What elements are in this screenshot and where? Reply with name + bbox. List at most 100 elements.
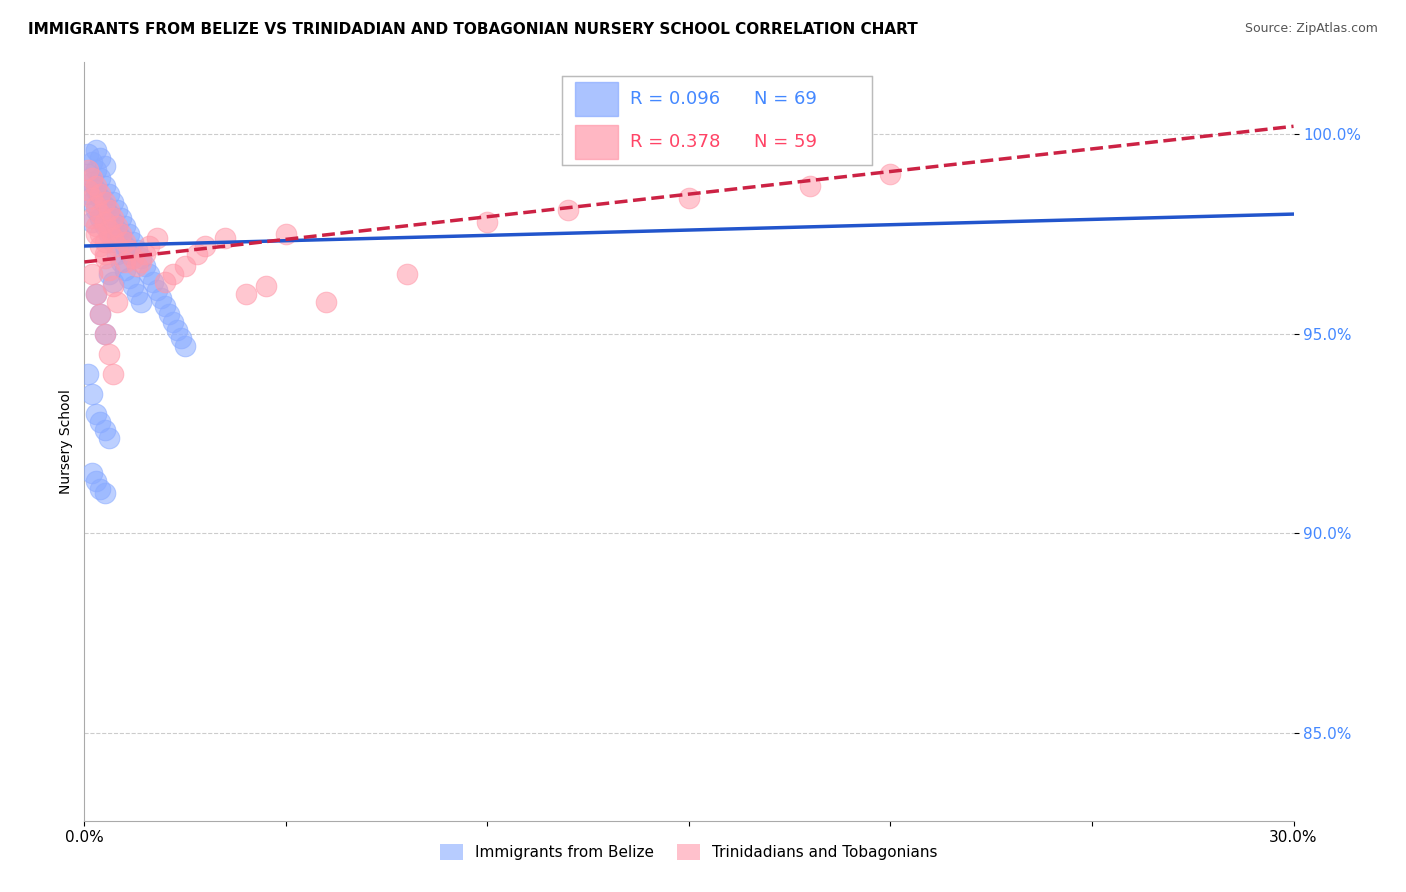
Point xyxy=(97,223,120,237)
Y-axis label: Nursery School: Nursery School xyxy=(59,389,73,494)
Point xyxy=(97,431,120,445)
Point xyxy=(93,423,115,437)
Point xyxy=(395,267,418,281)
Point xyxy=(101,231,124,245)
Point xyxy=(89,171,111,186)
Point xyxy=(82,195,104,210)
Point xyxy=(86,227,108,241)
Text: R = 0.096: R = 0.096 xyxy=(630,90,721,108)
Point xyxy=(93,219,115,233)
Point xyxy=(166,323,188,337)
Point xyxy=(170,331,193,345)
Point xyxy=(77,187,100,202)
Point xyxy=(254,279,277,293)
Text: IMMIGRANTS FROM BELIZE VS TRINIDADIAN AND TOBAGONIAN NURSERY SCHOOL CORRELATION : IMMIGRANTS FROM BELIZE VS TRINIDADIAN AN… xyxy=(28,22,918,37)
Point xyxy=(105,219,128,233)
Point xyxy=(174,339,197,353)
Point xyxy=(125,259,148,273)
Bar xyxy=(575,82,619,116)
Point xyxy=(82,467,104,481)
Point xyxy=(134,259,156,273)
Point xyxy=(82,175,104,189)
Point xyxy=(142,275,165,289)
Point xyxy=(97,263,120,277)
Point xyxy=(93,179,115,194)
Point xyxy=(86,203,108,218)
Point xyxy=(879,167,901,181)
Text: N = 59: N = 59 xyxy=(754,133,817,151)
Point xyxy=(162,267,184,281)
Point xyxy=(93,486,115,500)
Point xyxy=(101,235,124,249)
Point xyxy=(82,155,104,169)
Point xyxy=(93,326,115,341)
Point xyxy=(110,255,132,269)
Point xyxy=(114,219,136,233)
Point xyxy=(138,239,160,253)
Point xyxy=(86,407,108,421)
Point xyxy=(97,347,120,361)
Point xyxy=(86,199,108,213)
Point xyxy=(86,475,108,489)
Point xyxy=(86,179,108,194)
Text: R = 0.378: R = 0.378 xyxy=(630,133,721,151)
Point xyxy=(101,215,124,229)
Point xyxy=(89,239,111,253)
Point xyxy=(77,163,100,178)
Point xyxy=(134,247,156,261)
Legend: Immigrants from Belize, Trinidadians and Tobagonians: Immigrants from Belize, Trinidadians and… xyxy=(434,838,943,866)
Point xyxy=(82,191,104,205)
Point xyxy=(101,211,124,225)
Point xyxy=(146,283,169,297)
Point xyxy=(121,279,143,293)
Point xyxy=(110,227,132,241)
Point xyxy=(101,279,124,293)
Point xyxy=(118,271,141,285)
Point xyxy=(97,187,120,202)
Point xyxy=(86,219,108,233)
Point xyxy=(214,231,236,245)
Point xyxy=(97,227,120,241)
Point xyxy=(274,227,297,241)
Point xyxy=(105,223,128,237)
Point xyxy=(82,211,104,225)
Point xyxy=(89,151,111,165)
Point xyxy=(89,227,111,241)
Point xyxy=(114,239,136,253)
Point xyxy=(118,247,141,261)
Point xyxy=(97,203,120,218)
Point xyxy=(82,267,104,281)
Bar xyxy=(575,125,619,159)
Point xyxy=(77,147,100,161)
Point xyxy=(477,215,499,229)
Point xyxy=(82,171,104,186)
Point xyxy=(89,191,111,205)
Point xyxy=(86,163,108,178)
Point xyxy=(186,247,208,261)
Point xyxy=(118,243,141,257)
Point xyxy=(89,307,111,321)
Point xyxy=(105,247,128,261)
Point xyxy=(93,215,115,229)
Point xyxy=(129,255,152,269)
Point xyxy=(77,167,100,181)
Point xyxy=(97,267,120,281)
Point xyxy=(89,307,111,321)
Point xyxy=(129,251,152,265)
Text: Source: ZipAtlas.com: Source: ZipAtlas.com xyxy=(1244,22,1378,36)
Point xyxy=(86,183,108,197)
Point xyxy=(125,286,148,301)
Point xyxy=(129,294,152,309)
Point xyxy=(110,231,132,245)
Point xyxy=(235,286,257,301)
Point xyxy=(315,294,337,309)
Point xyxy=(93,159,115,173)
Point xyxy=(105,294,128,309)
Text: N = 69: N = 69 xyxy=(754,90,817,108)
Point xyxy=(162,315,184,329)
Point xyxy=(89,207,111,221)
Point xyxy=(114,235,136,249)
Point xyxy=(153,299,176,313)
Point xyxy=(138,267,160,281)
Point xyxy=(557,203,579,218)
